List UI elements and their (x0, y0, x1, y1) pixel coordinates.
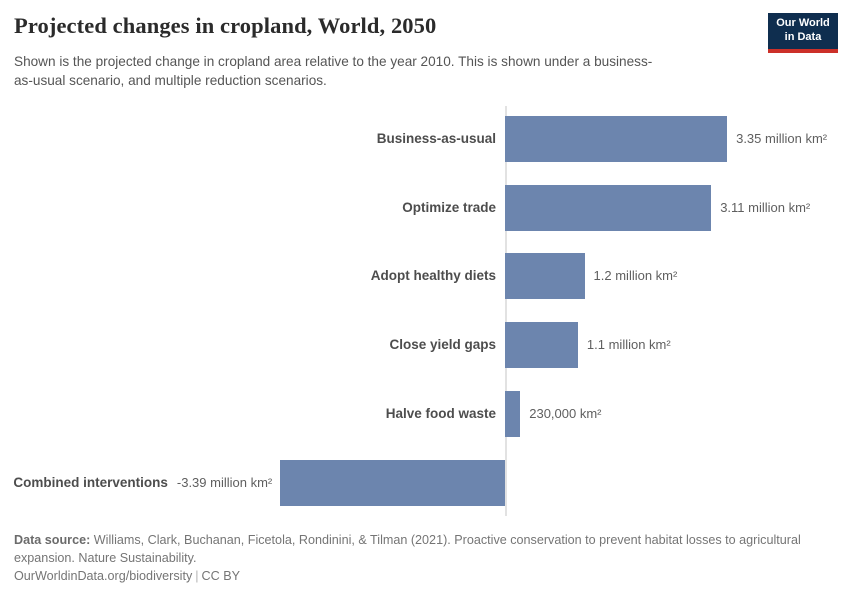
bar-adopt-healthy-diets (505, 253, 585, 300)
chart-subtitle: Shown is the projected change in croplan… (14, 54, 653, 88)
bar-business-as-usual (505, 116, 728, 162)
footer-credit: OurWorldinData.org/biodiversity | CC BY (14, 569, 836, 583)
owid-logo-line2: in Data (784, 31, 822, 43)
bar-combined-interventions (280, 459, 505, 506)
value-label: 230,000 km² (529, 405, 602, 421)
footer-separator: | (195, 569, 199, 583)
category-and-value-labels: Combined interventions -3.39 million km² (13, 460, 272, 506)
footer-license: CC BY (201, 569, 241, 583)
zero-axis-line (505, 106, 507, 516)
value-label: -3.39 million km² (176, 475, 273, 490)
category-label: Adopt healthy diets (370, 268, 496, 284)
value-label: 3.35 million km² (736, 131, 828, 146)
bar-halve-food-waste (505, 390, 521, 437)
value-label: 1.1 million km² (586, 337, 671, 353)
category-label: Halve food waste (385, 405, 496, 421)
owid-logo: Our World in Data (768, 13, 838, 53)
data-source-note: Data source: Williams, Clark, Buchanan, … (14, 531, 836, 568)
category-label: Combined interventions (13, 475, 168, 490)
category-label: Close yield gaps (389, 337, 496, 353)
footer-url[interactable]: OurWorldinData.org/biodiversity (14, 569, 193, 583)
page-title: Projected changes in cropland, World, 20… (14, 13, 437, 38)
value-label: 1.2 million km² (593, 268, 678, 284)
value-label: 3.11 million km² (720, 199, 811, 215)
bar-optimize-trade (505, 184, 712, 231)
category-label: Optimize trade (402, 199, 496, 215)
data-source-text: Williams, Clark, Buchanan, Ficetola, Ron… (14, 533, 801, 566)
bar-close-yield-gaps (505, 322, 578, 369)
owid-logo-line1: Our World (776, 17, 830, 30)
category-label: Business-as-usual (376, 131, 496, 146)
data-source-label: Data source: (14, 533, 91, 547)
